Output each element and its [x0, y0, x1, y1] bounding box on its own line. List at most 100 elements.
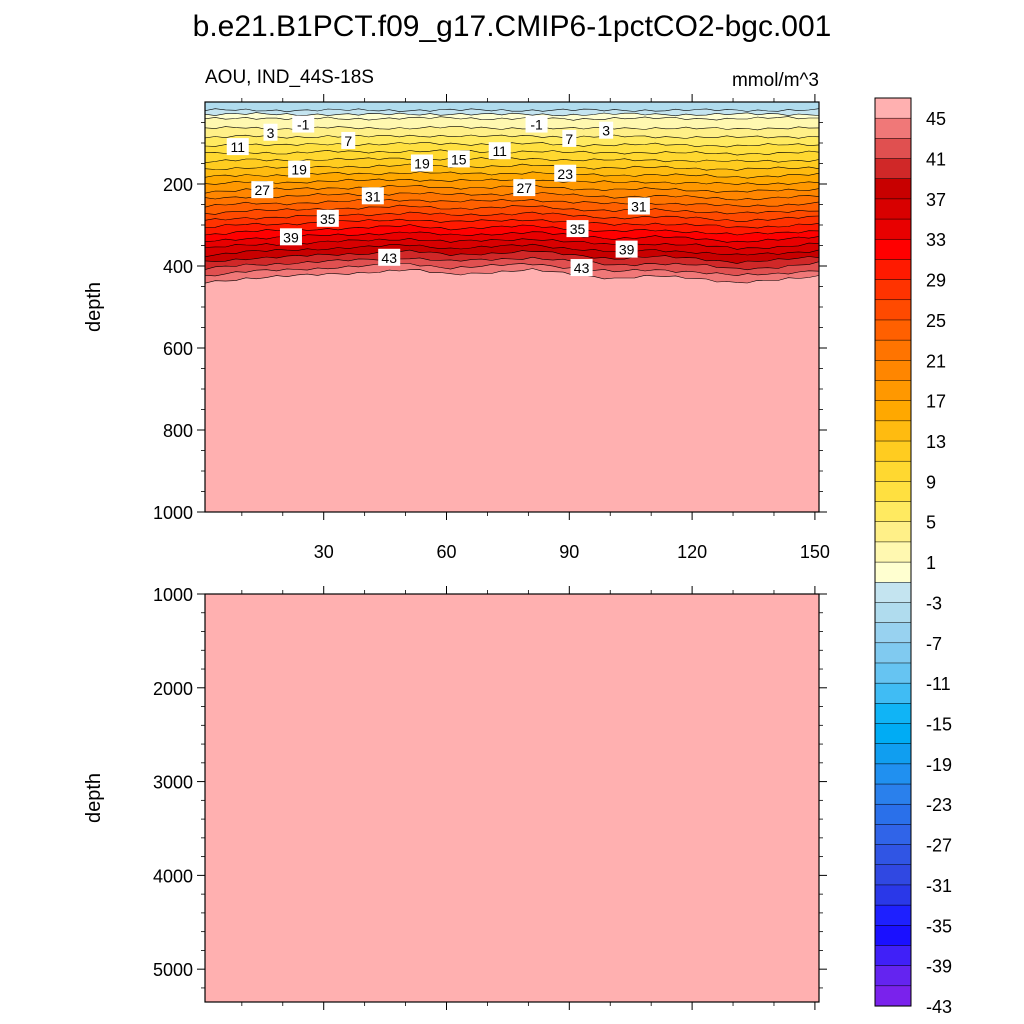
colorbar-swatch — [874, 117, 912, 139]
colorbar-swatch — [874, 743, 912, 765]
colorbar-swatch — [874, 420, 912, 442]
contour-label: 31 — [627, 197, 650, 215]
y-tick-label: 5000 — [153, 960, 193, 980]
contour-label-text: -1 — [530, 117, 543, 133]
colorbar-swatch — [874, 682, 912, 704]
contour-label-text: 7 — [565, 131, 573, 147]
colorbar-swatch — [874, 198, 912, 220]
upper-axis-ticks: 200 400 600 800 1000 30 60 90 120 150 — [153, 94, 830, 562]
upper-contour-line — [205, 108, 819, 113]
upper-contour-line — [205, 237, 819, 250]
contour-label-box — [570, 259, 593, 277]
upper-contour-line — [205, 157, 819, 163]
y-tick-label: 800 — [163, 421, 193, 441]
contour-label-box — [263, 123, 278, 141]
contour-label: 15 — [447, 150, 470, 168]
contour-label: 27 — [513, 179, 536, 197]
contour-label-box — [251, 181, 274, 199]
colorbar-swatch — [874, 138, 912, 160]
x-tick-label: 90 — [559, 542, 579, 562]
colorbar-swatch — [874, 622, 912, 644]
contour-label: 43 — [378, 248, 401, 266]
y-tick-label: 400 — [163, 257, 193, 277]
colorbar: 45 41 37 33 29 25 21 17 13 9 5 1 -3 -7 -11 -15 -19 -23 -27… — [874, 97, 952, 1017]
colorbar-swatch — [874, 925, 912, 947]
contour-label-text: -1 — [297, 117, 310, 133]
colorbar-swatch — [874, 238, 912, 260]
upper-fill-band — [205, 102, 819, 112]
colorbar-swatch — [874, 965, 912, 987]
contour-label: 3 — [263, 123, 278, 141]
colorbar-swatch — [874, 561, 912, 583]
contour-label-text: 43 — [574, 260, 590, 276]
upper-contour-line — [205, 249, 819, 264]
contour-label-text: 19 — [291, 162, 307, 178]
contour-label: 11 — [488, 142, 511, 160]
contour-label-box — [361, 187, 384, 205]
upper-contour-line — [205, 134, 819, 139]
panel-units-subtitle: mmol/m^3 — [732, 70, 819, 91]
colorbar-tick-label: -19 — [926, 755, 952, 775]
colorbar-swatch — [874, 703, 912, 725]
colorbar-tick-label: -39 — [926, 957, 952, 977]
contour-label-box — [316, 209, 339, 227]
colorbar-swatch — [874, 945, 912, 967]
contour-label-box — [378, 248, 401, 266]
contour-label-text: 23 — [557, 166, 573, 182]
contour-label-text: 3 — [602, 123, 610, 139]
contour-label: -1 — [292, 115, 315, 133]
colorbar-swatch — [874, 884, 912, 906]
contour-label-box — [615, 240, 638, 258]
contour-label-box — [488, 142, 511, 160]
upper-contour-labels: -1 3 11 7 19 27 35 39 43 31 19 15 11 -1 7 3 23 27 31 35 39 43 — [226, 115, 650, 277]
colorbar-swatch — [874, 259, 912, 281]
y-tick-label: 3000 — [153, 773, 193, 793]
colorbar-tick-label: -31 — [926, 876, 952, 896]
colorbar-swatch — [874, 178, 912, 200]
upper-contour-line — [205, 243, 819, 258]
contour-label-box — [562, 129, 577, 147]
upper-plot: -1 3 11 7 19 27 35 39 43 31 19 15 11 -1 7 3 23 27 31 35 39 43… — [83, 94, 830, 562]
colorbar-swatch — [874, 360, 912, 382]
contour-label-box — [513, 179, 536, 197]
colorbar-swatch — [874, 380, 912, 402]
contour-label: 27 — [251, 181, 274, 199]
contour-label: 35 — [316, 209, 339, 227]
contour-label: 19 — [410, 154, 433, 172]
contour-label: 31 — [361, 187, 384, 205]
contour-label-text: 31 — [365, 188, 381, 204]
colorbar-swatch — [874, 158, 912, 180]
contour-label: 35 — [566, 220, 589, 238]
lower-y-axis-label: depth — [83, 773, 105, 823]
upper-contour-line — [205, 199, 819, 208]
colorbar-swatch — [874, 339, 912, 361]
contour-label: 39 — [615, 240, 638, 258]
colorbar-swatch — [874, 864, 912, 886]
upper-contour-line — [205, 191, 819, 201]
x-tick-label: 150 — [800, 542, 830, 562]
upper-contour-line — [205, 204, 819, 215]
upper-contour-line — [205, 142, 819, 148]
contour-label-box — [288, 160, 311, 178]
colorbar-swatch — [874, 844, 912, 866]
contour-label: 7 — [341, 131, 356, 149]
contour-label-text: 11 — [492, 143, 507, 159]
contour-label-box — [292, 115, 315, 133]
contour-label: 11 — [226, 138, 249, 156]
colorbar-swatch — [874, 501, 912, 523]
contour-label-text: 7 — [344, 133, 352, 149]
lower-plot-frame — [204, 593, 820, 1003]
upper-y-axis-label: depth — [83, 282, 105, 332]
contour-label-box — [447, 150, 470, 168]
contour-label-text: 27 — [516, 180, 532, 196]
upper-contour-line — [205, 149, 819, 156]
x-tick-label: 30 — [314, 542, 334, 562]
panel-left-subtitle: AOU, IND_44S-18S — [205, 67, 374, 88]
contour-label-text: 3 — [267, 125, 275, 141]
upper-contour-line — [205, 268, 819, 284]
contour-label: 19 — [288, 160, 311, 178]
contour-label-text: 39 — [619, 242, 635, 258]
contour-label: 3 — [599, 121, 614, 139]
y-tick-label: 200 — [163, 175, 193, 195]
